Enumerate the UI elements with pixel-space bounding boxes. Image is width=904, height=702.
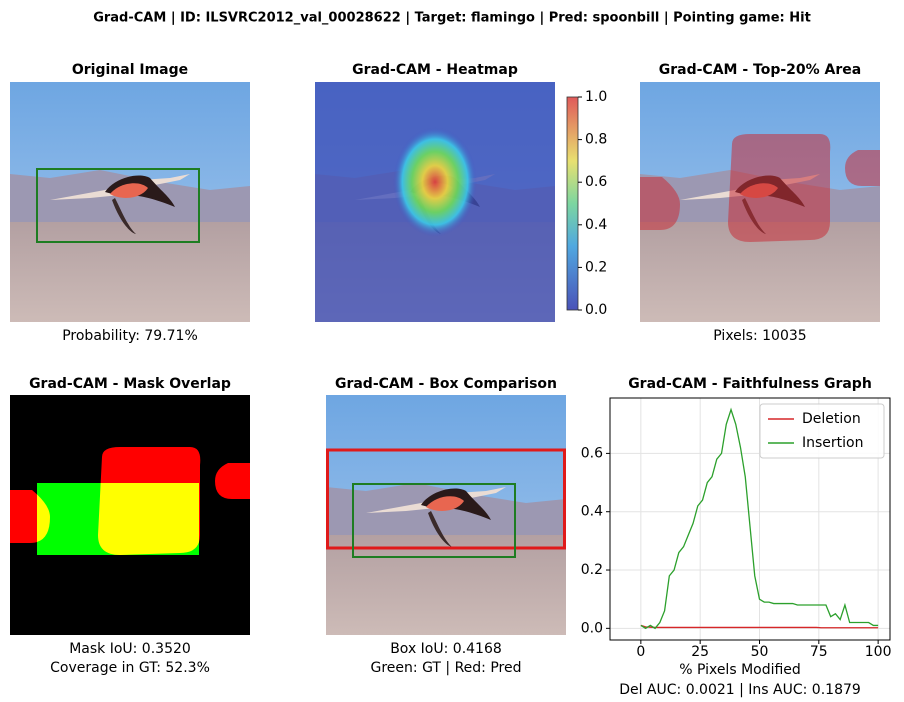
colorbar-tick-label: 1.0 xyxy=(585,89,607,105)
panel-caption: Mask IoU: 0.3520 xyxy=(69,641,191,657)
panel-caption: Coverage in GT: 52.3% xyxy=(50,660,210,676)
panel-title: Original Image xyxy=(72,62,188,78)
y-tick-label: 0.4 xyxy=(581,504,603,520)
x-tick-label: 100 xyxy=(865,644,892,660)
legend-label: Deletion xyxy=(802,411,861,427)
y-tick-label: 0.2 xyxy=(581,562,603,578)
x-tick-label: 25 xyxy=(691,644,709,660)
mask-overlap-image xyxy=(10,395,250,635)
colorbar-tick-label: 0.2 xyxy=(585,259,607,275)
colorbar-tick-label: 0.6 xyxy=(585,174,607,190)
x-tick-label: 75 xyxy=(810,644,828,660)
panel-caption: Box IoU: 0.4168 xyxy=(390,641,502,657)
x-tick-label: 50 xyxy=(751,644,769,660)
y-tick-label: 0.6 xyxy=(581,445,603,461)
panel-title: Grad-CAM - Mask Overlap xyxy=(29,376,231,392)
original-image xyxy=(10,82,250,322)
colorbar xyxy=(567,97,578,310)
colorbar-tick-label: 0.0 xyxy=(585,302,607,318)
chart-title: Grad-CAM - Faithfulness Graph xyxy=(628,376,872,392)
panel-title: Grad-CAM - Heatmap xyxy=(352,62,518,78)
panel-caption: Probability: 79.71% xyxy=(62,328,198,344)
chart-caption: Del AUC: 0.0021 | Ins AUC: 0.1879 xyxy=(619,682,861,698)
figure: Grad-CAM | ID: ILSVRC2012_val_00028622 |… xyxy=(0,0,904,702)
panel-caption: Green: GT | Red: Pred xyxy=(371,660,522,676)
panel-title: Grad-CAM - Top-20% Area xyxy=(659,62,861,78)
top-area-image xyxy=(640,82,880,322)
figure-title: Grad-CAM | ID: ILSVRC2012_val_00028622 |… xyxy=(93,11,811,26)
y-tick-label: 0.0 xyxy=(581,620,603,636)
colorbar-tick-label: 0.4 xyxy=(585,217,607,233)
legend-label: Insertion xyxy=(802,435,863,451)
box-comparison-image xyxy=(326,395,566,635)
panel-caption: Pixels: 10035 xyxy=(713,328,806,344)
x-tick-label: 0 xyxy=(636,644,645,660)
panel-title: Grad-CAM - Box Comparison xyxy=(335,376,557,392)
heatmap-image xyxy=(315,82,555,322)
colorbar-tick-label: 0.8 xyxy=(585,132,607,148)
x-axis-label: % Pixels Modified xyxy=(679,662,801,678)
